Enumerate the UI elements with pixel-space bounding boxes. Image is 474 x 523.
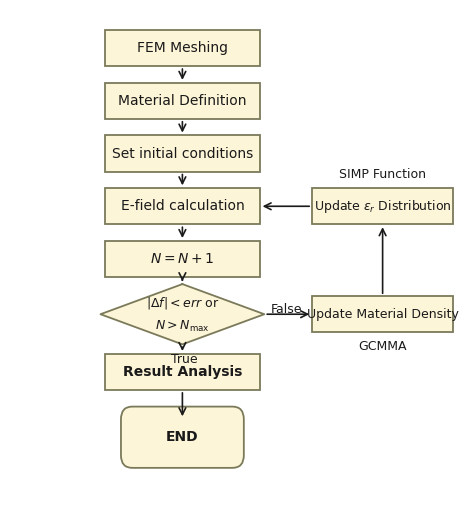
FancyBboxPatch shape <box>105 188 260 224</box>
Text: GCMMA: GCMMA <box>358 340 407 353</box>
Text: Material Definition: Material Definition <box>118 94 246 108</box>
Polygon shape <box>100 284 264 344</box>
Text: $N > N_{\mathrm{max}}$: $N > N_{\mathrm{max}}$ <box>155 319 210 334</box>
Text: $|\Delta f| < err$ or: $|\Delta f| < err$ or <box>146 295 219 311</box>
Text: E-field calculation: E-field calculation <box>120 199 244 213</box>
Text: END: END <box>166 430 199 444</box>
FancyBboxPatch shape <box>312 188 453 224</box>
FancyBboxPatch shape <box>105 30 260 66</box>
Text: $N = N+1$: $N = N+1$ <box>150 252 215 266</box>
Text: True: True <box>172 353 198 366</box>
FancyBboxPatch shape <box>105 354 260 390</box>
Text: Result Analysis: Result Analysis <box>123 365 242 379</box>
Text: Set initial conditions: Set initial conditions <box>112 146 253 161</box>
Text: Update $\varepsilon_r$ Distribution: Update $\varepsilon_r$ Distribution <box>314 198 452 215</box>
FancyBboxPatch shape <box>312 296 453 332</box>
Text: SIMP Function: SIMP Function <box>339 168 426 180</box>
FancyBboxPatch shape <box>121 406 244 468</box>
FancyBboxPatch shape <box>105 135 260 172</box>
Text: False: False <box>270 303 302 316</box>
Text: FEM Meshing: FEM Meshing <box>137 41 228 55</box>
Text: Update Material Density: Update Material Density <box>307 308 458 321</box>
FancyBboxPatch shape <box>105 241 260 277</box>
FancyBboxPatch shape <box>105 83 260 119</box>
